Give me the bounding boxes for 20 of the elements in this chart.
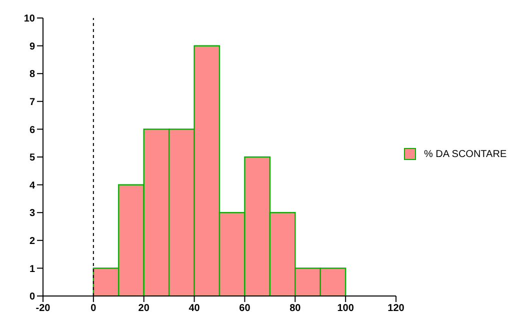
x-tick-label: 80 <box>290 303 302 314</box>
y-tick-label: 1 <box>29 264 36 275</box>
x-tick-label: 20 <box>138 303 150 314</box>
x-tick-label: 120 <box>388 303 405 314</box>
y-tick-label: 3 <box>29 208 36 220</box>
y-tick-label: 10 <box>24 14 36 25</box>
y-tick-label: 5 <box>29 152 36 164</box>
y-tick-label: 6 <box>29 124 36 136</box>
x-tick-label: 0 <box>90 303 97 314</box>
x-tick-label: 100 <box>337 303 354 314</box>
x-tick-label: 40 <box>188 303 200 314</box>
y-tick-label: 4 <box>29 180 36 192</box>
y-tick-label: 7 <box>29 96 36 108</box>
legend-label: % DA SCONTARE <box>424 148 507 160</box>
x-tick-label: -20 <box>36 303 51 314</box>
y-tick-label: 8 <box>29 69 36 80</box>
x-tick-label: 60 <box>239 303 251 314</box>
y-tick-label: 0 <box>29 292 36 303</box>
y-tick-label: 2 <box>29 236 36 247</box>
y-tick-label: 9 <box>29 41 36 52</box>
